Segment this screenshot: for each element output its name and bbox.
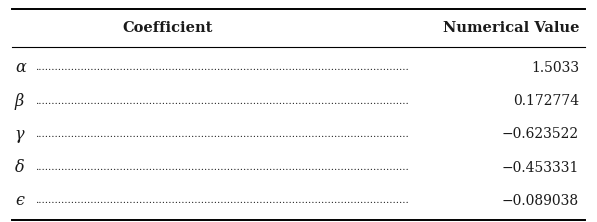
Text: Numerical Value: Numerical Value (442, 21, 579, 35)
Text: 0.172774: 0.172774 (513, 94, 579, 108)
Text: −0.453331: −0.453331 (501, 161, 579, 175)
Text: Coefficient: Coefficient (122, 21, 213, 35)
Text: β: β (15, 93, 24, 109)
Text: α: α (15, 59, 26, 76)
Text: −0.623522: −0.623522 (502, 127, 579, 141)
Text: ................................................................................: ........................................… (35, 63, 408, 72)
Text: −0.089038: −0.089038 (502, 194, 579, 208)
Text: δ: δ (15, 159, 24, 176)
Text: ................................................................................: ........................................… (35, 163, 408, 172)
Text: ................................................................................: ........................................… (35, 196, 408, 205)
Text: ................................................................................: ........................................… (35, 130, 408, 139)
Text: γ: γ (15, 126, 24, 143)
Text: ................................................................................: ........................................… (35, 97, 408, 105)
Text: 1.5033: 1.5033 (531, 61, 579, 75)
Text: ϵ: ϵ (15, 192, 24, 209)
